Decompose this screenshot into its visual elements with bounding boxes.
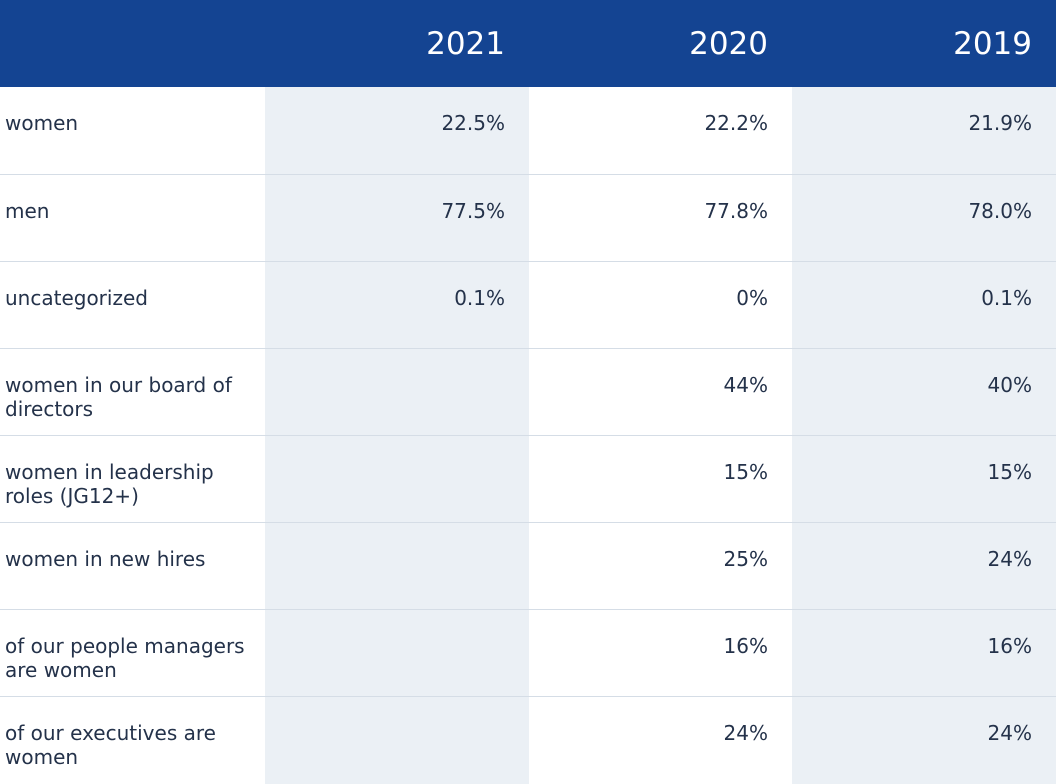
row-label: women bbox=[0, 87, 265, 175]
table-header-row: 2021 2020 2019 bbox=[0, 0, 1056, 87]
cell-2020: 16% bbox=[529, 609, 792, 697]
table-row: uncategorized 0.1% 0% 0.1% bbox=[0, 261, 1056, 349]
table-row: of our people managers are women 16% 16% bbox=[0, 609, 1056, 697]
header-year-2021: 2021 bbox=[265, 0, 529, 87]
cell-2019: 15% bbox=[792, 435, 1056, 523]
header-corner-cell bbox=[0, 0, 265, 87]
cell-2020: 15% bbox=[529, 435, 792, 523]
cell-2019: 16% bbox=[792, 609, 1056, 697]
cell-2019: 40% bbox=[792, 348, 1056, 436]
header-year-2019: 2019 bbox=[792, 0, 1056, 87]
cell-2021: 77.5% bbox=[265, 174, 529, 262]
row-label: women in our board of directors bbox=[0, 348, 265, 436]
table-row: of our executives are women 24% 24% bbox=[0, 696, 1056, 784]
row-label: women in leadership roles (JG12+) bbox=[0, 435, 265, 523]
header-year-2020: 2020 bbox=[529, 0, 792, 87]
cell-2020: 24% bbox=[529, 696, 792, 784]
cell-2021 bbox=[265, 348, 529, 436]
cell-2021 bbox=[265, 696, 529, 784]
cell-2021: 22.5% bbox=[265, 87, 529, 175]
cell-2019: 24% bbox=[792, 696, 1056, 784]
cell-2020: 44% bbox=[529, 348, 792, 436]
cell-2019: 21.9% bbox=[792, 87, 1056, 175]
row-label: men bbox=[0, 174, 265, 262]
table-row: men 77.5% 77.8% 78.0% bbox=[0, 174, 1056, 262]
table-row: women in new hires 25% 24% bbox=[0, 522, 1056, 610]
table-row: women in our board of directors 44% 40% bbox=[0, 348, 1056, 436]
cell-2021 bbox=[265, 609, 529, 697]
table-row: women in leadership roles (JG12+) 15% 15… bbox=[0, 435, 1056, 523]
cell-2020: 0% bbox=[529, 261, 792, 349]
row-label: uncategorized bbox=[0, 261, 265, 349]
cell-2020: 22.2% bbox=[529, 87, 792, 175]
cell-2019: 78.0% bbox=[792, 174, 1056, 262]
cell-2019: 0.1% bbox=[792, 261, 1056, 349]
cell-2020: 25% bbox=[529, 522, 792, 610]
cell-2020: 77.8% bbox=[529, 174, 792, 262]
cell-2021 bbox=[265, 435, 529, 523]
row-label: of our executives are women bbox=[0, 696, 265, 784]
row-label: of our people managers are women bbox=[0, 609, 265, 697]
table-row: women 22.5% 22.2% 21.9% bbox=[0, 87, 1056, 175]
row-label: women in new hires bbox=[0, 522, 265, 610]
cell-2021 bbox=[265, 522, 529, 610]
cell-2019: 24% bbox=[792, 522, 1056, 610]
cell-2021: 0.1% bbox=[265, 261, 529, 349]
